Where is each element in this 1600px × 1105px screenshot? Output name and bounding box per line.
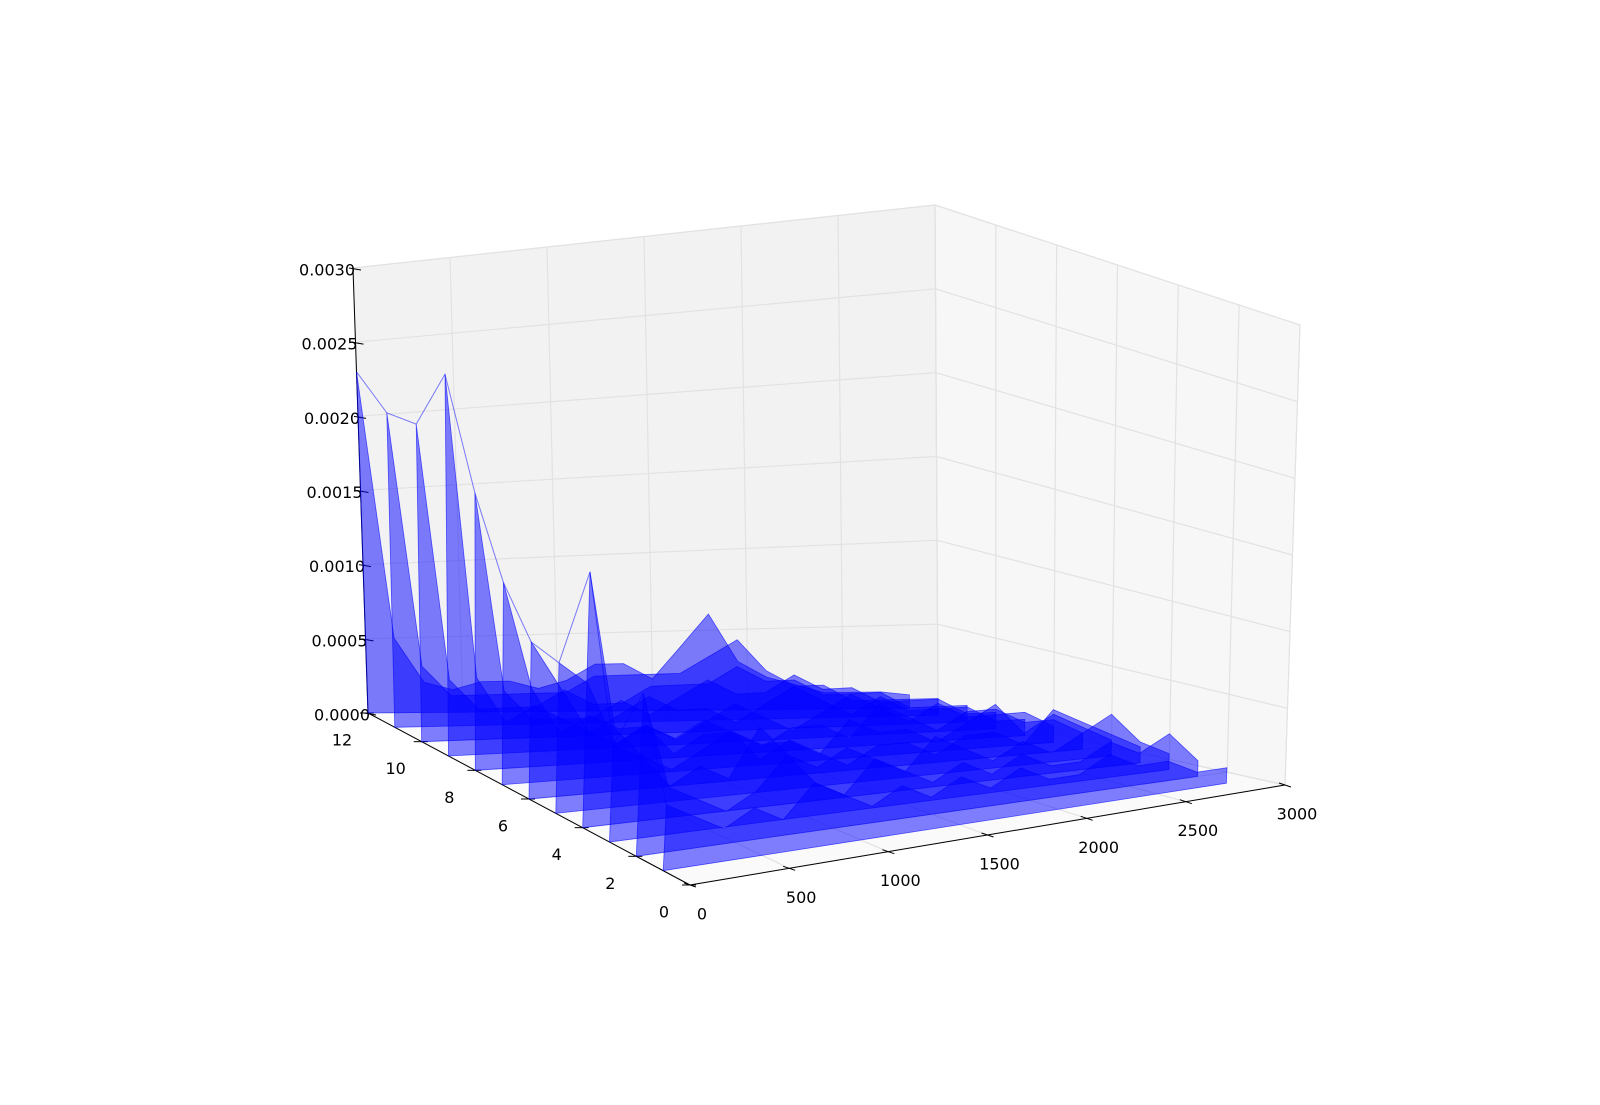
x-tick-label: 500 — [786, 888, 817, 907]
tick-mark — [783, 865, 796, 871]
x-tick-label: 2000 — [1078, 838, 1119, 857]
tick-mark — [1179, 799, 1192, 805]
y-tick-label: 10 — [385, 759, 405, 778]
grid-line — [934, 204, 1301, 326]
grid-line — [355, 288, 936, 343]
grid-line — [936, 539, 1291, 633]
y-tick-label: 8 — [444, 788, 454, 807]
tick-mark — [348, 267, 362, 271]
y-tick-label: 2 — [605, 874, 615, 893]
y-tick-label: 4 — [552, 845, 562, 864]
tick-mark — [981, 832, 994, 838]
grid-line — [352, 204, 936, 269]
peak-connector — [356, 371, 667, 806]
z-tick-label: 0.0020 — [304, 409, 360, 428]
spectrum-slice — [662, 754, 1228, 872]
x-tick-label: 1500 — [979, 855, 1020, 874]
tick-mark — [1278, 782, 1292, 788]
z-tick-label: 0.0025 — [302, 335, 358, 354]
tick-mark — [363, 712, 377, 716]
z-tick-label: 0.0030 — [299, 261, 355, 280]
tick-mark — [882, 849, 895, 855]
z-tick-label: 0.0015 — [307, 483, 363, 502]
tick-mark — [1080, 815, 1093, 821]
z-tick-label: 0.0005 — [312, 631, 368, 650]
y-tick-label: 6 — [498, 817, 508, 836]
x-tick-label: 0 — [697, 905, 707, 924]
y-tick-label: 0 — [659, 903, 669, 922]
z-tick-label: 0.0010 — [309, 557, 365, 576]
grid-line — [937, 623, 1288, 709]
spectrum-slice — [635, 693, 1199, 857]
grid-line — [357, 372, 937, 417]
x-tick-label: 2500 — [1177, 821, 1218, 840]
y-tick-label: 12 — [332, 731, 352, 750]
tick-mark — [351, 341, 364, 345]
x-tick-label: 1000 — [880, 871, 921, 890]
grid-line — [935, 372, 1296, 479]
x-tick-label: 3000 — [1277, 805, 1318, 824]
grid-line — [936, 455, 1293, 556]
z-tick-label: 0.0000 — [314, 706, 370, 725]
grid-line — [935, 288, 1298, 403]
